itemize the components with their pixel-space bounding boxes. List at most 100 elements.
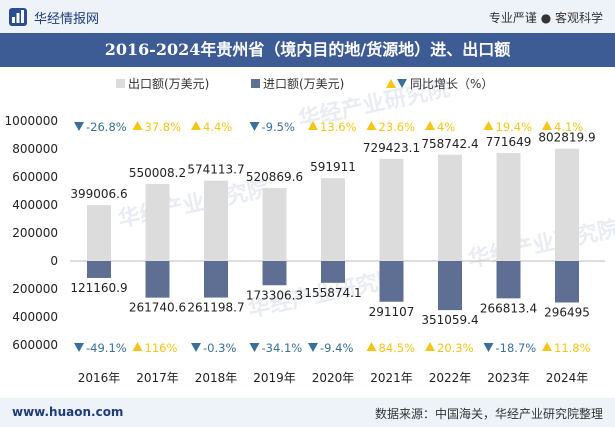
import-growth-label: -34.1%	[262, 341, 303, 355]
import-bar	[379, 261, 404, 302]
import-growth-label: 20.3%	[437, 341, 474, 355]
export-bar	[262, 188, 287, 261]
growth-up-triangle-icon	[191, 121, 201, 130]
growth-up-triangle-icon	[132, 121, 143, 130]
import-growth-label: 116%	[145, 341, 178, 355]
legend-up-triangle-icon	[386, 79, 396, 88]
growth-up-triangle-icon	[132, 342, 143, 351]
export-value-label: 399006.6	[70, 187, 127, 201]
import-growth-label: -18.7%	[496, 341, 537, 355]
import-value-label: 261740.6	[129, 301, 186, 315]
export-bar	[204, 180, 228, 261]
import-bar	[555, 261, 579, 303]
export-growth-label: 4%	[437, 120, 455, 134]
legend-export-swatch	[116, 79, 125, 88]
y-tick-label: 800000	[12, 142, 58, 156]
export-growth-label: 37.8%	[145, 120, 182, 134]
export-growth-label: 13.6%	[320, 120, 357, 134]
x-tick-label: 2018年	[195, 371, 238, 385]
y-tick-label: 200000	[12, 226, 58, 240]
growth-down-triangle-icon	[74, 122, 84, 131]
export-growth-label: -26.8%	[86, 120, 127, 134]
import-value-label: 261198.7	[187, 301, 244, 315]
footer: www.huaon.com 数据来源：中国海关，华经产业研究院整理	[0, 398, 615, 427]
growth-up-triangle-icon	[425, 121, 435, 130]
export-bar	[87, 205, 111, 261]
growth-up-triangle-icon	[308, 121, 318, 130]
x-tick-label: 2020年	[312, 371, 355, 385]
watermark-text: 华经产业研究院	[466, 215, 615, 272]
export-growth-label: 19.4%	[496, 120, 533, 134]
y-tick-label: 600000	[12, 338, 58, 352]
brand-name: 华经情报网	[34, 12, 100, 27]
y-tick-label: 400000	[12, 198, 58, 212]
import-value-label: 266813.4	[480, 301, 537, 315]
growth-up-triangle-icon	[542, 342, 552, 351]
import-bar	[262, 261, 287, 286]
y-tick-label: 200000	[12, 282, 58, 296]
import-value-label: 173306.3	[246, 288, 303, 302]
import-growth-label: -49.1%	[86, 341, 127, 355]
export-value-label: 550008.2	[129, 166, 186, 180]
import-growth-label: -9.4%	[320, 341, 353, 355]
import-value-label: 121160.9	[70, 281, 127, 295]
export-value-label: 729423.1	[363, 141, 420, 155]
export-value-label: 520869.6	[246, 170, 303, 184]
growth-up-triangle-icon	[366, 121, 377, 130]
tagline: 专业严谨 ● 客观科学	[488, 11, 603, 25]
import-growth-label: -0.3%	[203, 341, 236, 355]
x-tick-label: 2023年	[487, 371, 530, 385]
import-bar	[145, 261, 170, 298]
x-tick-label: 2019年	[253, 371, 296, 385]
y-tick-label: 0	[50, 254, 58, 268]
export-value-label: 771649	[486, 135, 532, 149]
x-tick-label: 2022年	[429, 371, 472, 385]
logo-icon	[9, 8, 27, 26]
legend-import-swatch	[251, 79, 260, 88]
bars	[87, 148, 579, 311]
growth-up-triangle-icon	[542, 121, 552, 130]
export-bar	[379, 158, 404, 261]
import-value-label: 291107	[369, 305, 415, 319]
import-bar	[496, 261, 521, 299]
import-growth-label: 84.5%	[379, 341, 416, 355]
growth-up-triangle-icon	[483, 121, 494, 130]
y-tick-label: 600000	[12, 170, 58, 184]
growth-down-triangle-icon	[191, 343, 201, 352]
x-tick-label: 2021年	[370, 371, 413, 385]
import-bar	[87, 261, 111, 278]
export-value-label: 758742.4	[421, 137, 478, 151]
import-growth-label: 11.8%	[554, 341, 591, 355]
import-value-label: 351059.4	[421, 313, 478, 327]
import-bar	[321, 261, 345, 283]
legend-down-triangle-icon	[397, 79, 407, 88]
legend-import-label: 进口额(万美元)	[263, 77, 344, 91]
export-growth-label: 4.1%	[554, 120, 583, 134]
growth-down-triangle-icon	[249, 343, 260, 352]
export-value-label: 802819.9	[538, 131, 595, 145]
y-tick-label: 400000	[12, 310, 58, 324]
export-bar	[145, 183, 170, 261]
export-bar	[496, 152, 521, 261]
export-growth-label: 4.4%	[203, 120, 232, 134]
import-bar	[438, 261, 462, 311]
growth-up-triangle-icon	[366, 342, 377, 351]
data-labels: 399006.6 121160.9 550008.2 261740.6 574113.7…	[70, 131, 595, 328]
x-axis: 2016年 2017年 2018年 2019年 2020年 2021年 2022年 2023年…	[78, 371, 589, 385]
x-tick-label: 2024年	[546, 371, 589, 385]
export-bar	[555, 148, 579, 261]
site-url: www.huaon.com	[12, 405, 124, 419]
x-tick-label: 2016年	[78, 371, 121, 385]
growth-up-triangle-icon	[425, 342, 435, 351]
growth-markers: -26.8% -49.1% 37.8% 116% 4.4% -0.3% -9.5% -34.1…	[74, 120, 591, 355]
import-value-label: 155874.1	[304, 286, 361, 300]
y-tick-label: 1000000	[5, 114, 58, 128]
growth-down-triangle-icon	[308, 343, 318, 352]
growth-down-triangle-icon	[74, 343, 84, 352]
export-growth-label: 23.6%	[379, 120, 416, 134]
growth-down-triangle-icon	[483, 343, 494, 352]
top-bar: 华经情报网 专业严谨 ● 客观科学	[0, 0, 615, 33]
export-bar	[438, 154, 462, 261]
